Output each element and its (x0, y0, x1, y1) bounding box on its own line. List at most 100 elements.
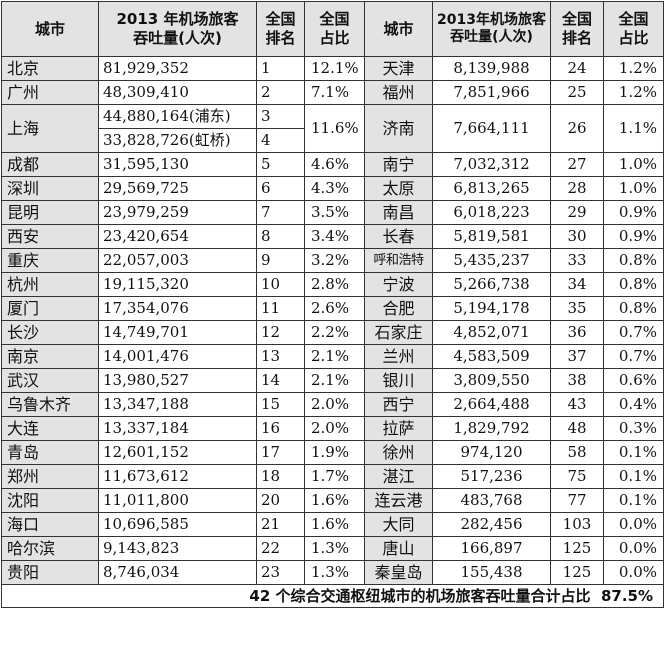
volume-cell: 11,673,612 (98, 464, 257, 489)
share-cell: 1.6% (304, 488, 365, 513)
table-row: 南京 14,001,476 13 2.1% 兰州 4,583,509 37 0.7% (1, 344, 664, 369)
volume-cell-b: 7,032,312 (432, 152, 551, 177)
city-cell-b: 湛江 (364, 464, 433, 489)
volume-cell-b: 5,194,178 (432, 296, 551, 321)
share-cell: 3.4% (304, 224, 365, 249)
table-row: 沈阳 11,011,800 20 1.6% 连云港 483,768 77 0.1% (1, 488, 664, 513)
share-cell-b: 0.1% (603, 464, 664, 489)
city-cell-b: 石家庄 (364, 320, 433, 345)
volume-cell: 14,749,701 (98, 320, 257, 345)
rank-cell-b: 75 (550, 464, 604, 489)
share-cell-b: 0.4% (603, 392, 664, 417)
rank-cell-b: 125 (550, 536, 604, 561)
header-rank: 全国 排名 (256, 1, 305, 57)
city-cell: 昆明 (1, 200, 99, 225)
table-row: 重庆 22,057,003 9 3.2% 呼和浩特 5,435,237 33 0.8% (1, 248, 664, 273)
rank-cell-b: 29 (550, 200, 604, 225)
header-rank-b: 全国 排名 (550, 1, 604, 57)
city-cell-b: 福州 (364, 80, 433, 105)
rank-cell: 15 (256, 392, 305, 417)
volume-cell-b: 6,813,265 (432, 176, 551, 201)
share-cell: 1.7% (304, 464, 365, 489)
volume-cell-b: 7,851,966 (432, 80, 551, 105)
volume-cell: 31,595,130 (98, 152, 257, 177)
volume-cell-b: 974,120 (432, 440, 551, 465)
rank-cell-b: 35 (550, 296, 604, 321)
header-volume: 2013 年机场旅客 吞吐量(人次) (98, 1, 257, 57)
rank-cell: 13 (256, 344, 305, 369)
city-cell-b: 长春 (364, 224, 433, 249)
city-cell: 沈阳 (1, 488, 99, 513)
table-row: 上海 44,880,164(浦东) 3 11.6% 济南 7,664,111 26 1.1% (1, 104, 664, 153)
share-cell: 1.3% (304, 536, 365, 561)
header-volume-b: 2013年机场旅客 吞吐量(人次) (432, 1, 551, 57)
volume-cell: 8,746,034 (98, 560, 257, 585)
volume-cell-b: 6,018,223 (432, 200, 551, 225)
rank-cell-b: 36 (550, 320, 604, 345)
share-cell-b: 1.0% (603, 176, 664, 201)
share-cell-b: 1.0% (603, 152, 664, 177)
rank-cell-b: 26 (550, 104, 604, 153)
city-cell-b: 太原 (364, 176, 433, 201)
city-cell: 厦门 (1, 296, 99, 321)
header-row: 城市 2013 年机场旅客 吞吐量(人次) 全国 排名 全国 占比 城市 2013年机… (1, 1, 664, 57)
city-cell-b: 南宁 (364, 152, 433, 177)
total-cell: 42 个综合交通枢纽城市的机场旅客吞吐量合计占比 87.5% (1, 584, 664, 608)
rank-cell: 22 (256, 536, 305, 561)
rank-cell-b: 125 (550, 560, 604, 585)
share-cell-b: 1.2% (603, 80, 664, 105)
city-cell: 海口 (1, 512, 99, 537)
city-cell-b: 唐山 (364, 536, 433, 561)
volume-cell-b: 166,897 (432, 536, 551, 561)
rank-cell: 17 (256, 440, 305, 465)
share-cell: 11.6% (304, 104, 365, 153)
rank-cell-b: 77 (550, 488, 604, 513)
share-cell: 4.3% (304, 176, 365, 201)
city-cell: 长沙 (1, 320, 99, 345)
table-row: 厦门 17,354,076 11 2.6% 合肥 5,194,178 35 0.8% (1, 296, 664, 321)
volume-cell: 81,929,352 (98, 56, 257, 81)
share-cell: 2.0% (304, 392, 365, 417)
share-cell: 12.1% (304, 56, 365, 81)
rank-cell: 7 (256, 200, 305, 225)
volume-cell: 19,115,320 (98, 272, 257, 297)
table-row: 贵阳 8,746,034 23 1.3% 秦皇岛 155,438 125 0.0% (1, 560, 664, 585)
volume-cell-b: 5,435,237 (432, 248, 551, 273)
rank-cell-b: 48 (550, 416, 604, 441)
city-cell: 深圳 (1, 176, 99, 201)
city-cell: 成都 (1, 152, 99, 177)
rank-cell-b: 38 (550, 368, 604, 393)
volume-cell-b: 2,664,488 (432, 392, 551, 417)
rank-cell: 2 (256, 80, 305, 105)
table-row: 昆明 23,979,259 7 3.5% 南昌 6,018,223 29 0.9% (1, 200, 664, 225)
rank-cell: 21 (256, 512, 305, 537)
table-row: 广州 48,309,410 2 7.1% 福州 7,851,966 25 1.2% (1, 80, 664, 105)
table-row: 郑州 11,673,612 18 1.7% 湛江 517,236 75 0.1% (1, 464, 664, 489)
city-cell: 北京 (1, 56, 99, 81)
share-cell: 2.2% (304, 320, 365, 345)
share-cell: 2.0% (304, 416, 365, 441)
share-cell: 3.2% (304, 248, 365, 273)
table-row: 哈尔滨 9,143,823 22 1.3% 唐山 166,897 125 0.0% (1, 536, 664, 561)
city-cell-b: 徐州 (364, 440, 433, 465)
volume-cell-b: 483,768 (432, 488, 551, 513)
city-cell: 武汉 (1, 368, 99, 393)
share-cell: 2.6% (304, 296, 365, 321)
share-cell-b: 0.8% (603, 272, 664, 297)
share-cell: 1.3% (304, 560, 365, 585)
volume-cell-b: 517,236 (432, 464, 551, 489)
volume-cell-b: 1,829,792 (432, 416, 551, 441)
volume-cell: 9,143,823 (98, 536, 257, 561)
rank-cell-b: 30 (550, 224, 604, 249)
city-cell-b: 秦皇岛 (364, 560, 433, 585)
rank-cell-b: 28 (550, 176, 604, 201)
city-cell-b: 连云港 (364, 488, 433, 513)
volume-cell: 33,828,726(虹桥) (98, 128, 257, 153)
rank-cell: 14 (256, 368, 305, 393)
city-cell: 郑州 (1, 464, 99, 489)
table-row: 深圳 29,569,725 6 4.3% 太原 6,813,265 28 1.0% (1, 176, 664, 201)
city-cell-b: 南昌 (364, 200, 433, 225)
table-row: 西安 23,420,654 8 3.4% 长春 5,819,581 30 0.9% (1, 224, 664, 249)
share-cell: 7.1% (304, 80, 365, 105)
volume-cell: 48,309,410 (98, 80, 257, 105)
